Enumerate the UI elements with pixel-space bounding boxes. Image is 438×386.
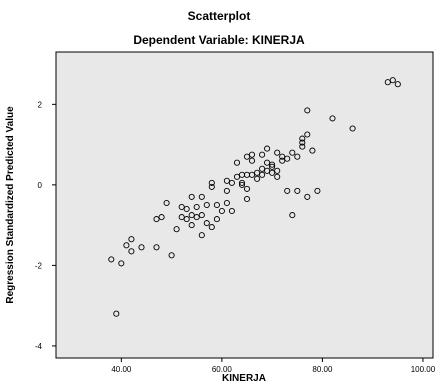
scatter-point [269, 163, 276, 170]
scatter-point [223, 177, 230, 184]
scatter-point [259, 171, 266, 178]
scatter-point [314, 187, 321, 194]
scatter-point [158, 214, 165, 221]
scatter-point [394, 81, 401, 88]
x-tick-label: 100.00 [411, 365, 436, 374]
scatter-point [203, 201, 210, 209]
scatter-point [254, 169, 261, 176]
y-tick-label: -2 [35, 261, 43, 270]
x-tick-label: 40.00 [111, 365, 132, 374]
scatter-point [274, 167, 281, 174]
scatter-point [168, 252, 175, 259]
scatter-point [228, 207, 235, 215]
scatter-point [183, 216, 190, 223]
scatter-point [208, 224, 215, 231]
scatter-point [178, 214, 185, 221]
x-tick-label: 60.00 [212, 365, 233, 374]
scatter-point [163, 199, 170, 207]
scatter-point [228, 179, 235, 186]
scatter-point [259, 151, 266, 158]
scatter-point [264, 167, 271, 174]
scatter-point [279, 153, 286, 160]
scatter-point [294, 187, 301, 194]
scatter-point [233, 159, 241, 166]
scatter-point [259, 165, 266, 172]
scatter-point [123, 242, 130, 249]
scatter-point [269, 169, 276, 176]
scatter-point [304, 131, 311, 138]
scatter-point [248, 171, 256, 178]
scatter-point [173, 226, 180, 233]
scatter-point [153, 216, 160, 223]
scatter-point [183, 205, 190, 213]
scatter-point [384, 79, 391, 86]
scatter-point [233, 173, 241, 180]
y-tick-label: -4 [35, 342, 43, 351]
scatter-point [218, 207, 225, 215]
scatter-point [304, 193, 311, 200]
scatter-point [153, 244, 160, 251]
scatter-point [203, 220, 210, 227]
scatter-point [128, 236, 135, 243]
scatter-point [299, 143, 306, 150]
scatter-point [264, 159, 271, 166]
scatter-point [299, 135, 306, 142]
scatter-point [193, 214, 200, 221]
scatter-point [198, 232, 205, 239]
scatter-point [213, 216, 220, 223]
y-axis-label: Regression Standardized Predicted Value [5, 106, 16, 304]
scatter-point [243, 185, 251, 192]
scatter-point [243, 153, 251, 160]
scatter-point [208, 183, 215, 190]
scatter-point [294, 153, 301, 160]
scatter-point [113, 310, 120, 317]
chart-title: Scatterplot [187, 9, 251, 23]
x-axis-label: KINERJA [222, 373, 266, 384]
data-points [108, 77, 401, 317]
scatter-point [248, 157, 256, 164]
scatter-point [188, 212, 195, 219]
scatter-point [389, 77, 396, 84]
scatter-point [223, 187, 230, 194]
scatter-point [264, 145, 271, 152]
scatter-point [223, 199, 230, 207]
scatter-point [248, 151, 256, 158]
scatter-point [309, 147, 316, 154]
scatter-point [289, 149, 296, 156]
scatter-point [254, 175, 261, 182]
x-tick-label: 80.00 [312, 365, 333, 374]
y-tick-label: 0 [38, 181, 43, 190]
scatter-point [193, 203, 200, 211]
plot-area [55, 51, 434, 359]
scatter-point [188, 193, 195, 200]
scatter-point [213, 201, 220, 209]
scatter-point [274, 173, 281, 180]
scatter-point [178, 203, 185, 211]
scatter-point [128, 248, 135, 255]
chart-subtitle: Dependent Variable: KINERJA [133, 33, 305, 47]
scatter-point [279, 157, 286, 164]
scatter-point [238, 179, 246, 186]
scatter-point [118, 260, 125, 267]
scatter-point [238, 181, 246, 188]
y-tick-label: 2 [38, 100, 43, 109]
scatter-point [108, 256, 115, 263]
scatter-point [349, 125, 356, 132]
scatter-point [299, 139, 306, 146]
scatter-point [329, 115, 336, 122]
scatter-point [188, 222, 195, 229]
scatter-point [138, 244, 145, 251]
scatter-point [269, 161, 276, 168]
scatter-point [274, 149, 281, 156]
scatter-point [243, 195, 251, 203]
axis-ticks: 40.00 60.00 80.00 100.00 -4 -2 0 2 [35, 100, 436, 374]
scatter-point [284, 187, 291, 194]
scatter-point [289, 212, 296, 219]
scatter-point [304, 107, 311, 114]
scatter-point [198, 212, 205, 219]
scatter-point [284, 155, 291, 162]
scatter-point [208, 179, 215, 186]
scatter-point [198, 193, 205, 200]
